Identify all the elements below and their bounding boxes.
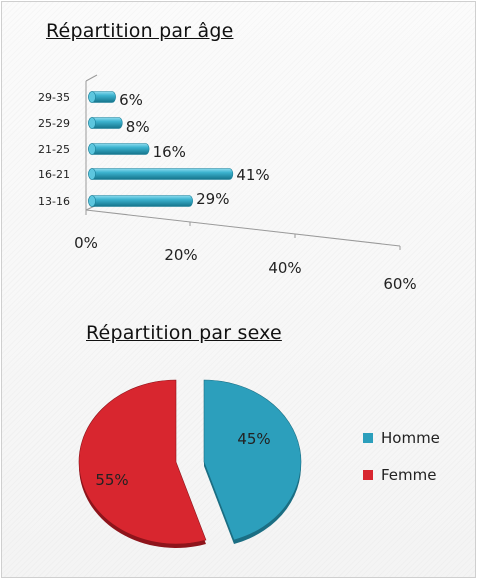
x-tick-1: 20% xyxy=(164,246,197,264)
sex-chart-title: Répartition par sexe xyxy=(86,322,282,344)
bar-label-29-35: 6% xyxy=(119,91,143,109)
pie-slice-homme xyxy=(203,379,302,544)
legend-swatch-femme xyxy=(363,470,373,480)
pie-legend: Homme Femme xyxy=(363,429,440,484)
y-tick-13-16: 13-16 xyxy=(38,195,70,208)
bar-21-25 xyxy=(88,143,150,155)
pie-label-femme: 55% xyxy=(95,471,128,489)
bar-series xyxy=(88,91,234,207)
x-tick-2: 40% xyxy=(268,259,301,277)
y-tick-25-29: 25-29 xyxy=(38,117,70,130)
legend-swatch-homme xyxy=(363,433,373,443)
legend-label-homme: Homme xyxy=(381,429,440,447)
x-tick-3: 60% xyxy=(383,275,416,293)
pie-data-labels: 45% 55% xyxy=(95,430,270,489)
legend-label-femme: Femme xyxy=(381,466,437,484)
pie-slice-femme xyxy=(78,379,207,548)
pie-series xyxy=(78,379,302,548)
y-tick-16-21: 16-21 xyxy=(38,168,70,181)
bar-label-25-29: 8% xyxy=(126,118,150,136)
bar-axes xyxy=(85,74,401,250)
bar-29-35 xyxy=(88,91,116,103)
bar-25-29 xyxy=(88,117,123,129)
y-tick-21-25: 21-25 xyxy=(38,143,70,156)
x-tick-0: 0% xyxy=(74,234,98,252)
y-tick-29-35: 29-35 xyxy=(38,91,70,104)
bar-label-16-21: 41% xyxy=(236,166,269,184)
x-tick-labels: 0% 20% 40% 60% xyxy=(74,234,417,293)
y-tick-labels: 13-16 16-21 21-25 25-29 29-35 xyxy=(38,91,70,208)
bar-data-labels: 29% 41% 16%8% 6% xyxy=(119,91,270,208)
age-chart-title: Répartition par âge xyxy=(46,20,234,42)
age-bar-chart: 13-16 16-21 21-25 25-29 29-35 0% 20% 40% 60% 29… xyxy=(38,74,417,293)
bar-13-16 xyxy=(88,195,193,207)
pie-label-homme: 45% xyxy=(237,430,270,448)
bar-16-21 xyxy=(88,168,234,180)
bar-label-13-16: 29% xyxy=(196,190,229,208)
bar-label-21-25: 16% xyxy=(153,143,186,161)
